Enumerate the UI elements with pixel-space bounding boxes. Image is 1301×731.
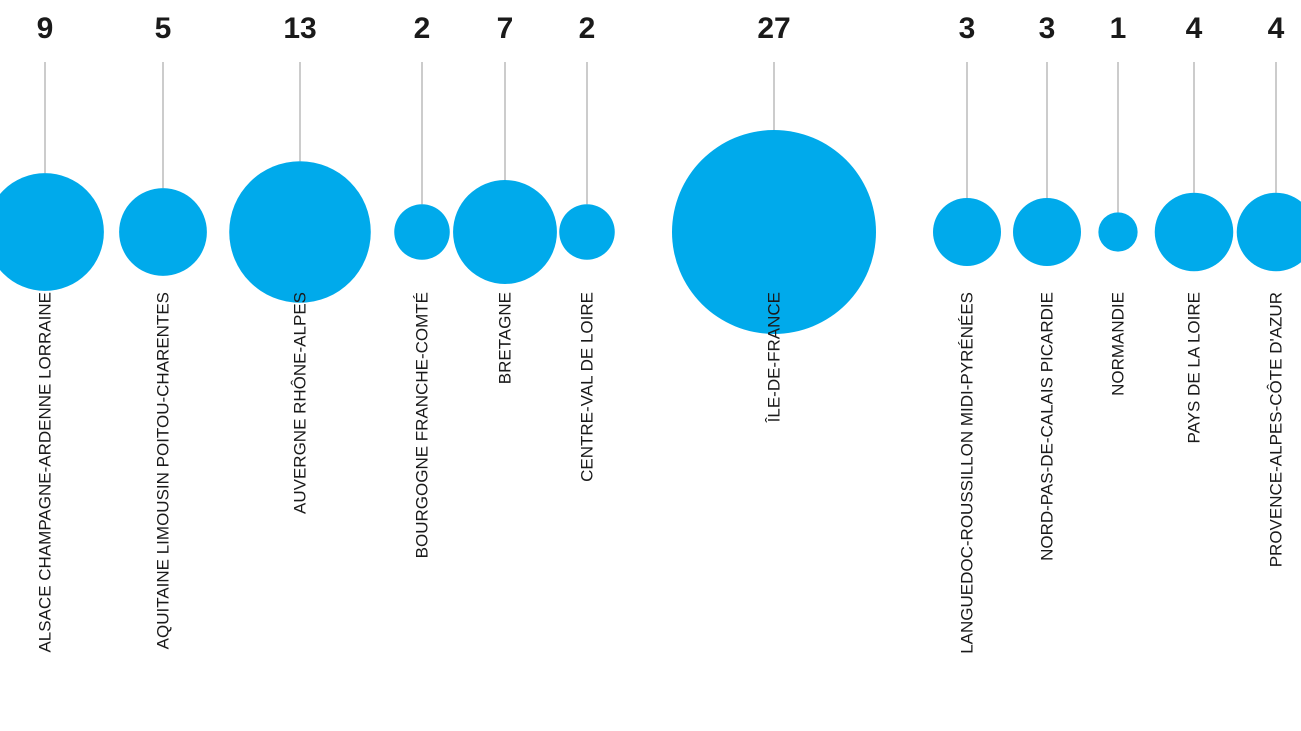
- stems-layer: [44, 62, 1277, 213]
- value-label-item-8: 3: [1039, 12, 1056, 45]
- value-label-item-5: 2: [579, 12, 596, 45]
- value-label-item-10: 4: [1186, 12, 1203, 45]
- value-label-item-1: 5: [155, 12, 172, 45]
- region-label-item-6: ÎLE-DE-FRANCE: [765, 292, 784, 423]
- bubble-item-2: [229, 161, 371, 303]
- value-label-item-6: 27: [757, 12, 790, 45]
- bubble-item-3: [394, 204, 450, 260]
- bubble-item-4: [453, 180, 557, 284]
- region-label-item-4: BRETAGNE: [496, 292, 515, 384]
- bubble-item-1: [119, 188, 207, 276]
- bubble-item-11: [1236, 192, 1301, 272]
- region-label-item-7: LANGUEDOC-ROUSSILLON MIDI-PYRÉNÉES: [958, 292, 977, 654]
- bubbles-layer: [0, 130, 1301, 334]
- bubble-item-9: [1098, 212, 1138, 252]
- region-labels-layer: ALSACE CHAMPAGNE-ARDENNE LORRAINE AQUITAI…: [36, 292, 1286, 654]
- bubble-item-10: [1154, 192, 1234, 272]
- region-label-item-8: NORD-PAS-DE-CALAIS PICARDIE: [1038, 292, 1057, 561]
- region-label-item-2: AUVERGNE RHÔNE-ALPES: [291, 292, 310, 514]
- value-labels-layer: 9 5 13 2 7 2 27 3 3 1 4 4: [37, 12, 1285, 45]
- region-label-item-1: AQUITAINE LIMOUSIN POITOU-CHARENTES: [154, 292, 173, 649]
- region-label-item-5: CENTRE-VAL DE LOIRE: [578, 292, 597, 482]
- region-label-item-3: BOURGOGNE FRANCHE-COMTÉ: [413, 292, 432, 558]
- bubble-item-7: [933, 198, 1001, 266]
- value-label-item-4: 7: [497, 12, 514, 45]
- region-label-item-9: NORMANDIE: [1109, 292, 1128, 396]
- bubble-item-0: [0, 173, 104, 291]
- value-label-item-7: 3: [959, 12, 976, 45]
- value-label-item-0: 9: [37, 12, 54, 45]
- region-label-item-10: PAYS DE LA LOIRE: [1185, 292, 1204, 444]
- value-label-item-3: 2: [414, 12, 431, 45]
- region-label-item-0: ALSACE CHAMPAGNE-ARDENNE LORRAINE: [36, 292, 55, 653]
- bubble-item-8: [1013, 198, 1081, 266]
- value-label-item-11: 4: [1268, 12, 1285, 45]
- value-label-item-9: 1: [1110, 12, 1127, 45]
- bubble-item-6: [672, 130, 876, 334]
- region-label-item-11: PROVENCE-ALPES-CÔTE D'AZUR: [1267, 292, 1286, 567]
- value-label-item-2: 13: [283, 12, 316, 45]
- bubble-item-5: [559, 204, 615, 260]
